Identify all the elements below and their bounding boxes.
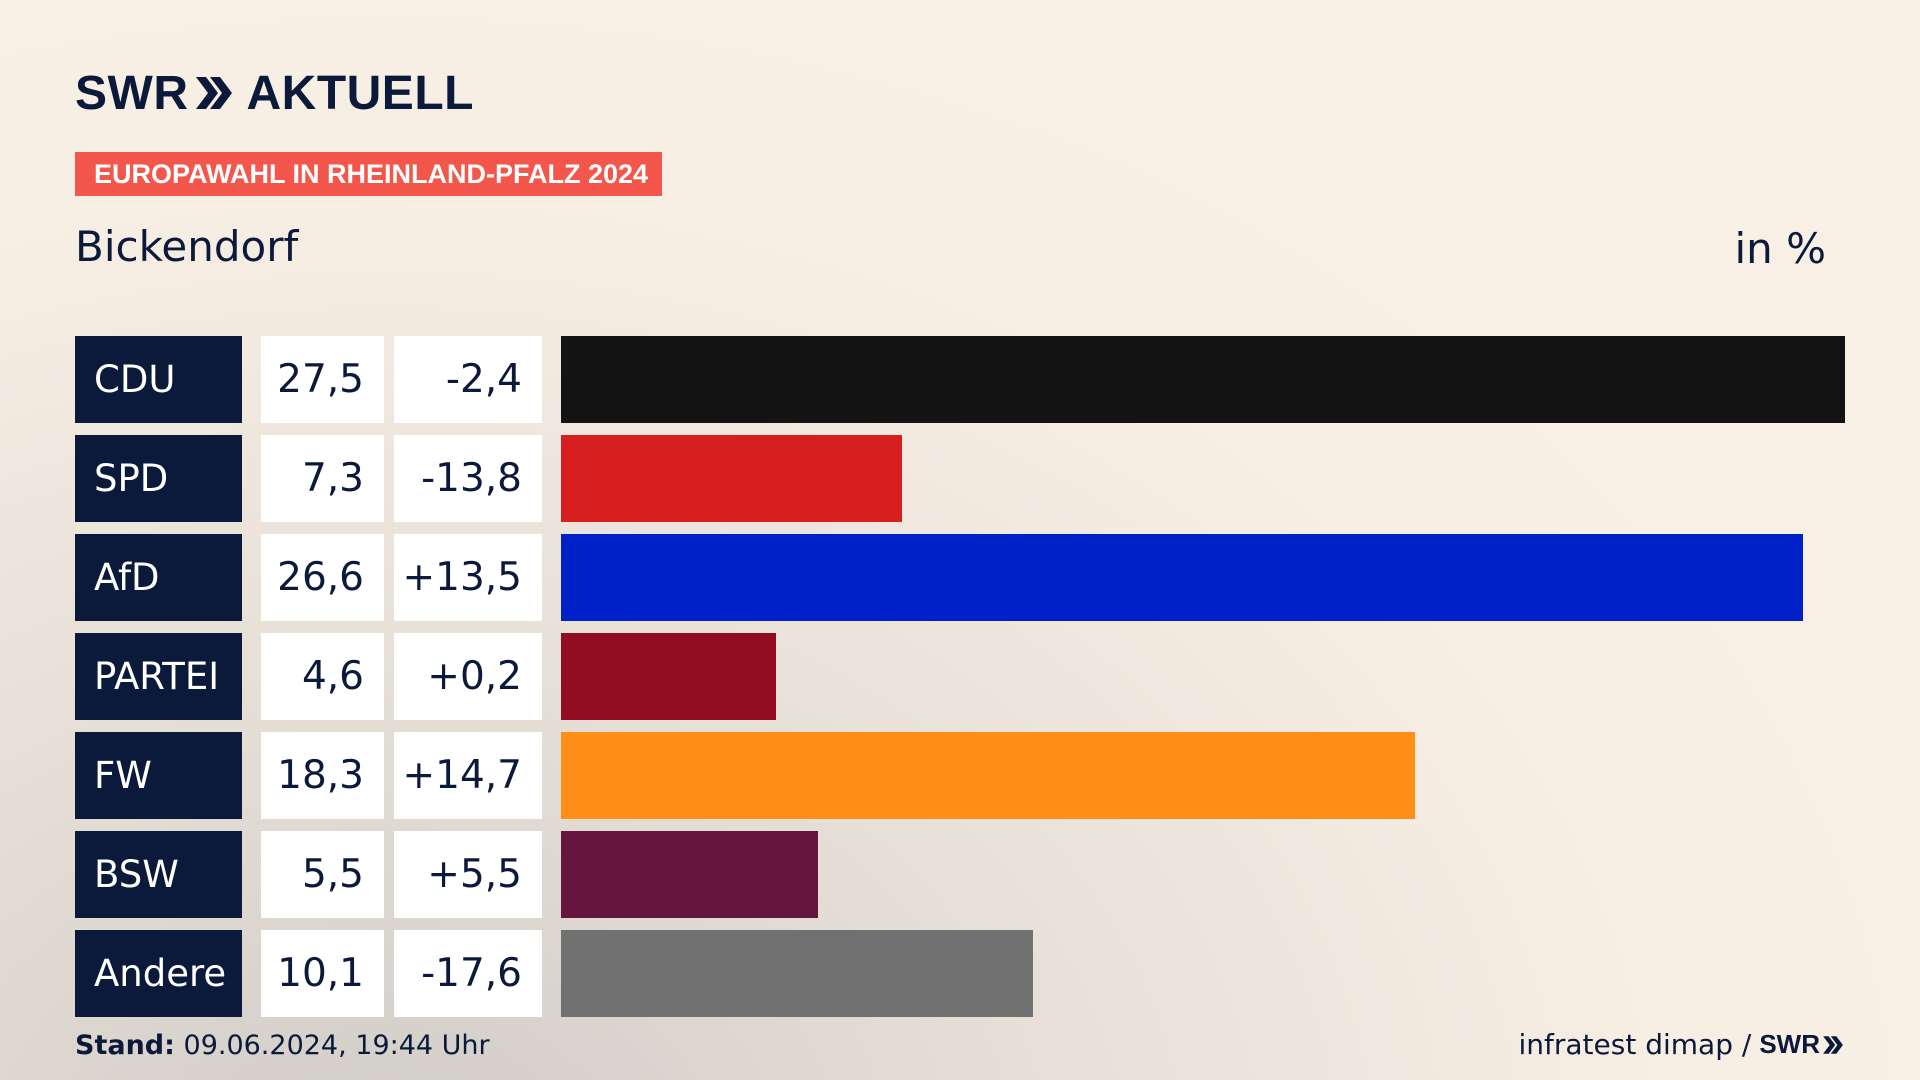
source-brand-logo: SWR [1759, 1029, 1844, 1060]
value-label: 18,3 [261, 732, 384, 819]
result-bar [561, 435, 902, 522]
party-label: PARTEI [75, 633, 242, 720]
party-label: SPD [75, 435, 242, 522]
unit-label: in % [1734, 224, 1826, 273]
change-label: -2,4 [394, 336, 542, 423]
change-label: +0,2 [394, 633, 542, 720]
party-label: Andere [75, 930, 242, 1017]
value-label: 4,6 [261, 633, 384, 720]
chart-title: Bickendorf [75, 222, 299, 271]
result-row: BSW 5,5 +5,5 [75, 831, 1845, 918]
value-label: 26,6 [261, 534, 384, 621]
result-bar [561, 831, 818, 918]
change-label: +14,7 [394, 732, 542, 819]
party-label: BSW [75, 831, 242, 918]
source-brand: SWR [1759, 1029, 1820, 1059]
value-label: 10,1 [261, 930, 384, 1017]
party-label: CDU [75, 336, 242, 423]
party-label: FW [75, 732, 242, 819]
result-row: AfD 26,6 +13,5 [75, 534, 1845, 621]
logo-brand: SWR [75, 66, 189, 120]
result-bar [561, 336, 1845, 423]
change-label: +13,5 [394, 534, 542, 621]
result-bar [561, 930, 1033, 1017]
result-row: FW 18,3 +14,7 [75, 732, 1845, 819]
result-row: CDU 27,5 -2,4 [75, 336, 1845, 423]
change-label: +5,5 [394, 831, 542, 918]
value-label: 7,3 [261, 435, 384, 522]
result-bar [561, 633, 776, 720]
logo-product: AKTUELL [246, 66, 474, 120]
party-label: AfD [75, 534, 242, 621]
result-bar [561, 534, 1803, 621]
double-chevron-icon [1823, 1035, 1843, 1054]
value-label: 5,5 [261, 831, 384, 918]
election-tag: EUROPAWAHL IN RHEINLAND-PFALZ 2024 [75, 152, 662, 196]
change-label: -13,8 [394, 435, 542, 522]
value-label: 27,5 [261, 336, 384, 423]
source-credit: infratest dimap / SWR [1519, 1028, 1845, 1061]
timestamp: Stand: 09.06.2024, 19:44 Uhr [75, 1030, 490, 1061]
source-text: infratest dimap / [1518, 1028, 1752, 1061]
result-row: Andere 10,1 -17,6 [75, 930, 1845, 1017]
result-row: SPD 7,3 -13,8 [75, 435, 1845, 522]
swr-aktuell-logo: SWR AKTUELL [75, 66, 474, 120]
double-chevron-icon [196, 77, 233, 109]
result-bar [561, 732, 1415, 819]
change-label: -17,6 [394, 930, 542, 1017]
result-row: PARTEI 4,6 +0,2 [75, 633, 1845, 720]
timestamp-label: Stand: [75, 1030, 175, 1061]
timestamp-value: 09.06.2024, 19:44 Uhr [183, 1030, 490, 1061]
